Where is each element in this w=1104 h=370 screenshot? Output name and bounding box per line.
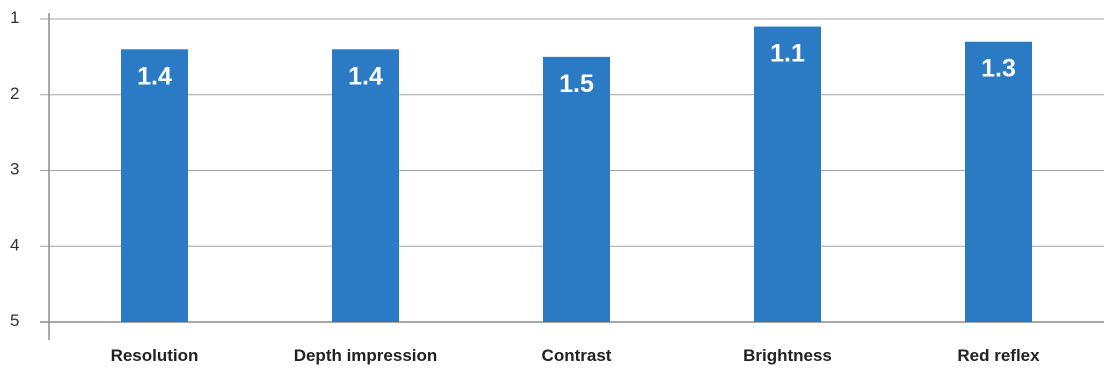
bar [965,41,1032,322]
category-label: Brightness [743,346,832,365]
data-label: 1.5 [559,70,594,98]
data-label: 1.4 [137,62,172,90]
category-label: Resolution [111,346,199,365]
y-tick-label: 3 [10,160,19,179]
bar [754,26,821,322]
category-label: Contrast [542,346,612,365]
data-label: 1.1 [770,40,805,68]
y-tick-labels: 1 2 3 4 5 [10,8,19,330]
y-tick-label: 5 [10,311,19,330]
y-tick-label: 1 [10,8,19,27]
category-label: Depth impression [294,346,438,365]
data-label: 1.3 [981,55,1016,83]
category-label: Red reflex [957,346,1040,365]
bars [121,26,1032,323]
bar [121,49,188,323]
y-tick-label: 4 [10,235,19,254]
y-tick-label: 2 [10,84,19,103]
bar [543,56,610,322]
data-labels: 1.4 1.4 1.5 1.1 1.3 [137,40,1016,98]
data-label: 1.4 [348,62,383,90]
category-labels: Resolution Depth impression Contrast Bright… [111,346,1041,365]
bar [332,49,399,323]
